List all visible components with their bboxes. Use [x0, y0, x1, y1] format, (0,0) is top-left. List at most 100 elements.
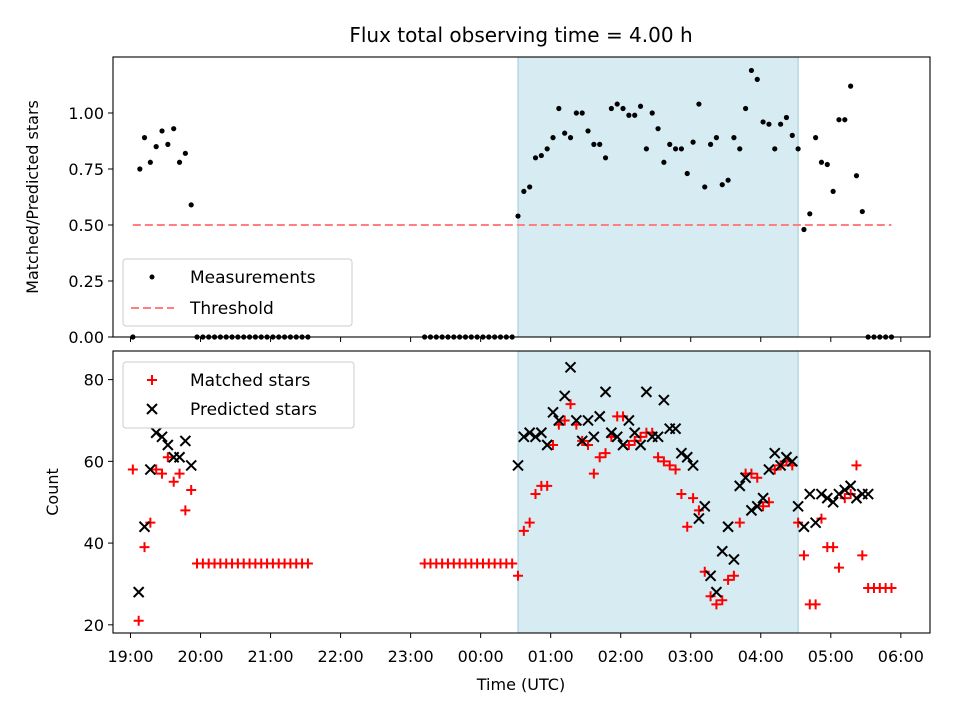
matched-star-point [746, 468, 757, 479]
predicted-star-point [798, 521, 810, 533]
top-y-tick-label: 0.25 [68, 272, 104, 291]
legend-matched-marker [147, 375, 157, 385]
predicted-star-point [564, 361, 577, 374]
measurement-point [147, 159, 153, 165]
matched-star-point [588, 468, 599, 479]
matched-star-point [833, 562, 844, 573]
matched-star-point [139, 542, 150, 553]
measurement-point [725, 177, 731, 183]
predicted-star-point [576, 435, 588, 447]
x-tick-label: 20:00 [177, 647, 223, 666]
measurement-point [562, 130, 568, 136]
measurement-point [137, 166, 143, 172]
legend-measurements-label: Measurements [190, 268, 316, 288]
matched-star-point [162, 452, 173, 463]
measurement-point [859, 208, 865, 215]
x-tick-label: 03:00 [668, 647, 714, 666]
measurement-point [585, 128, 591, 134]
matched-star-point [728, 570, 739, 581]
bottom-y-axis-label: Count [43, 468, 62, 516]
measurement-point [789, 132, 795, 138]
x-tick-label: 23:00 [388, 647, 434, 666]
predicted-star-point [132, 586, 145, 598]
predicted-star-point [185, 459, 197, 472]
measurement-point [182, 150, 188, 156]
measurement-point [643, 146, 649, 152]
matched-star-point [752, 472, 763, 483]
legend-matched-label: Matched stars [190, 371, 310, 391]
predicted-star-point [821, 492, 833, 504]
matched-star-point [670, 464, 681, 475]
predicted-star-point [833, 488, 845, 500]
matched-star-point [157, 468, 168, 479]
matched-star-point [688, 493, 699, 504]
predicted-star-point [144, 463, 157, 476]
predicted-star-point [634, 439, 647, 451]
matched-star-point [798, 550, 809, 561]
measurement-point [649, 110, 655, 116]
top-y-tick-label: 1.00 [68, 104, 104, 123]
predicted-star-point [629, 427, 641, 439]
predicted-star-point [640, 386, 653, 398]
matched-star-point [763, 497, 774, 508]
predicted-star-point [844, 480, 857, 492]
predicted-star-point [541, 439, 553, 451]
top-y-axis-label: Matched/Predicted stars [23, 100, 42, 294]
matched-star-point [793, 517, 804, 528]
measurement-point [783, 114, 790, 121]
predicted-star-point [716, 545, 728, 557]
matched-star-point [174, 468, 185, 479]
predicted-star-point [518, 431, 530, 443]
matched-star-point [186, 484, 197, 495]
predicted-star-point [751, 500, 763, 513]
predicted-star-point [623, 414, 635, 427]
matched-star-point [839, 493, 850, 504]
measurement-point [713, 135, 720, 141]
measurement-point [591, 141, 597, 147]
legend-predicted-label: Predicted stars [190, 400, 317, 420]
measurement-point [766, 121, 772, 127]
matched-star-point [168, 476, 179, 487]
predicted-star-point [710, 586, 723, 598]
matched-star-point [769, 464, 780, 475]
matched-star-point [623, 440, 634, 450]
matched-star-point [658, 456, 669, 467]
matched-star-point [734, 517, 745, 528]
bottom-legend-box [122, 361, 355, 429]
predicted-star-point [611, 431, 623, 443]
matched-star-point [676, 489, 687, 500]
legend-measurements-marker [149, 274, 155, 280]
measurement-point [818, 159, 825, 165]
predicted-star-point [862, 488, 874, 500]
predicted-star-point [617, 439, 629, 451]
matched-star-point [542, 480, 553, 491]
measurement-point [532, 155, 539, 161]
predicted-star-point [605, 427, 618, 439]
predicted-star-point [734, 480, 746, 492]
measurement-point [813, 135, 819, 141]
matched-star-point [705, 591, 716, 602]
bottom-y-tick-label: 60 [84, 452, 104, 471]
predicted-star-point [535, 427, 548, 439]
matched-star-point [664, 460, 675, 471]
matched-star-point [127, 464, 138, 475]
matched-star-point [618, 411, 629, 422]
matched-star-point [629, 435, 640, 446]
x-tick-label: 04:00 [738, 647, 784, 666]
top-highlight-span [517, 56, 799, 338]
x-tick-label: 22:00 [318, 647, 364, 666]
measurement-point [165, 141, 171, 147]
measurement-point [684, 170, 690, 177]
measurement-point [614, 101, 620, 107]
predicted-star-point [582, 414, 594, 427]
measurement-point [678, 146, 684, 152]
predicted-star-point [780, 451, 793, 463]
measurement-point [626, 112, 632, 118]
matched-star-point [524, 517, 535, 528]
predicted-star-point [669, 422, 682, 435]
legend-threshold-label: Threshold [189, 299, 274, 319]
predicted-star-point [529, 431, 542, 443]
predicted-star-point [774, 459, 787, 472]
measurement-point [171, 126, 177, 132]
measurement-point [188, 202, 194, 208]
